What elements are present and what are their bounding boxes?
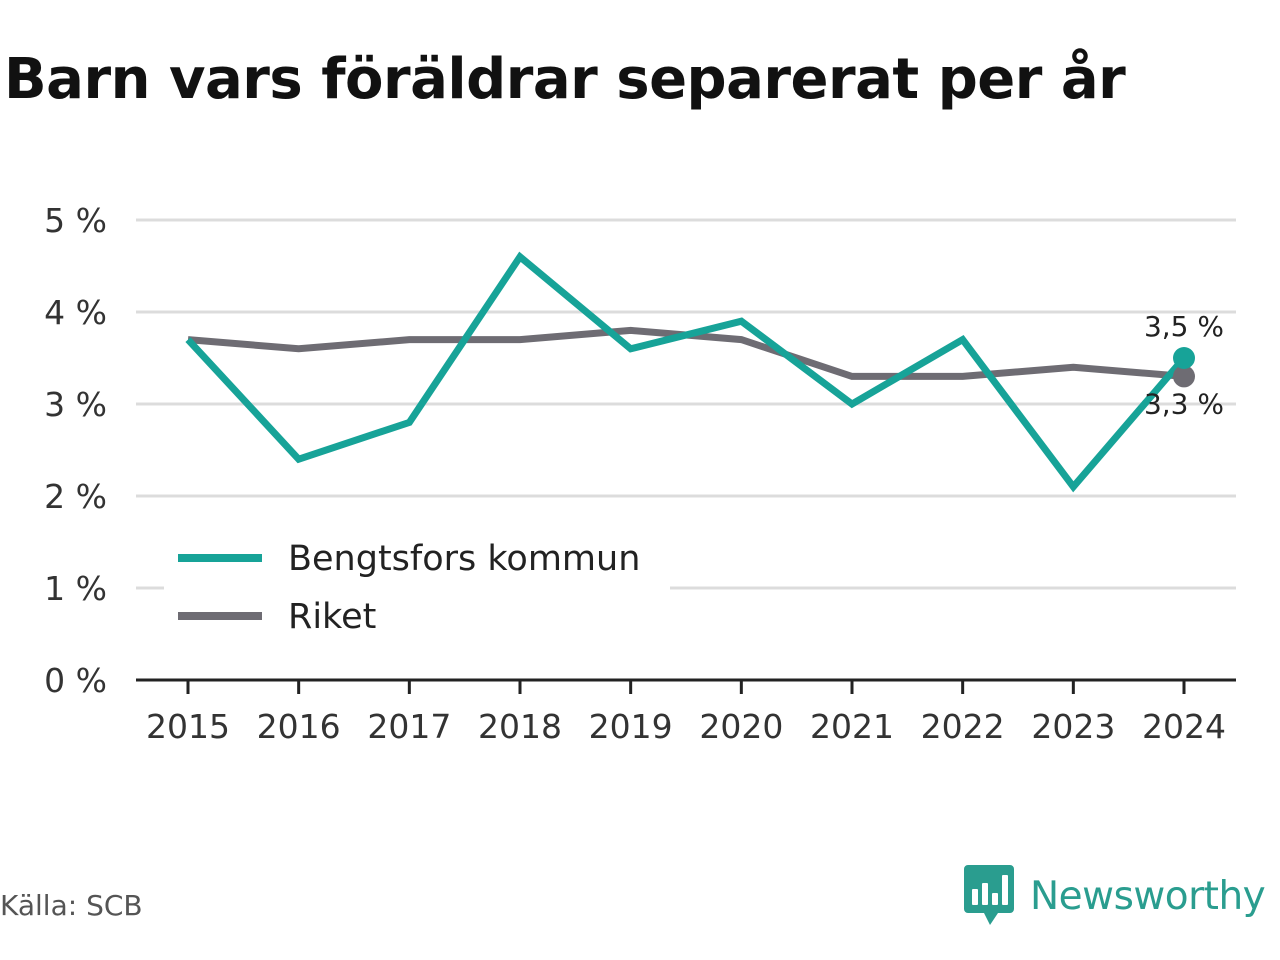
brand-logo: Newsworthy <box>964 864 1266 928</box>
y-tick-label: 4 % <box>44 293 107 332</box>
end-labels: 3,5 % 3,3 % <box>1144 310 1224 420</box>
grid-lines: 0 % 1 % 2 % 3 % 4 % 5 % <box>44 201 1236 700</box>
legend-label: Bengtsfors kommun <box>288 539 640 579</box>
chart-title: Barn vars föräldrar separerat per år <box>4 47 1126 112</box>
x-tick-label: 2016 <box>257 707 341 746</box>
x-tick-label: 2022 <box>921 707 1005 746</box>
source-note: Källa: SCB <box>0 889 143 922</box>
x-tick-label: 2018 <box>478 707 562 746</box>
newsworthy-chart-bubble-icon <box>964 865 1014 925</box>
series-end-point <box>1173 347 1195 369</box>
y-tick-label: 5 % <box>44 201 107 240</box>
series-lines <box>185 251 1195 493</box>
x-tick-label: 2019 <box>589 707 673 746</box>
x-axis: 2015 2016 2017 2018 2019 2020 2021 2022 2023 2024 <box>136 678 1236 746</box>
end-value-label: 3,5 % <box>1144 310 1224 343</box>
x-tick-label: 2017 <box>367 707 451 746</box>
y-tick-label: 3 % <box>44 385 107 424</box>
end-value-label: 3,3 % <box>1144 387 1224 420</box>
legend-background <box>164 530 670 660</box>
y-tick-label: 0 % <box>44 661 107 700</box>
x-tick-label: 2021 <box>810 707 894 746</box>
brand-name: Newsworthy <box>1030 873 1266 919</box>
legend-label: Riket <box>288 597 376 637</box>
y-tick-label: 2 % <box>44 477 107 516</box>
series-line <box>185 251 1187 493</box>
y-tick-label: 1 % <box>44 569 107 608</box>
x-tick-label: 2024 <box>1142 707 1226 746</box>
x-tick-label: 2015 <box>146 707 230 746</box>
x-tick-label: 2023 <box>1031 707 1115 746</box>
legend: Bengtsfors kommun Riket <box>164 530 670 660</box>
x-tick-label: 2020 <box>699 707 783 746</box>
series-end-point <box>1173 365 1195 388</box>
